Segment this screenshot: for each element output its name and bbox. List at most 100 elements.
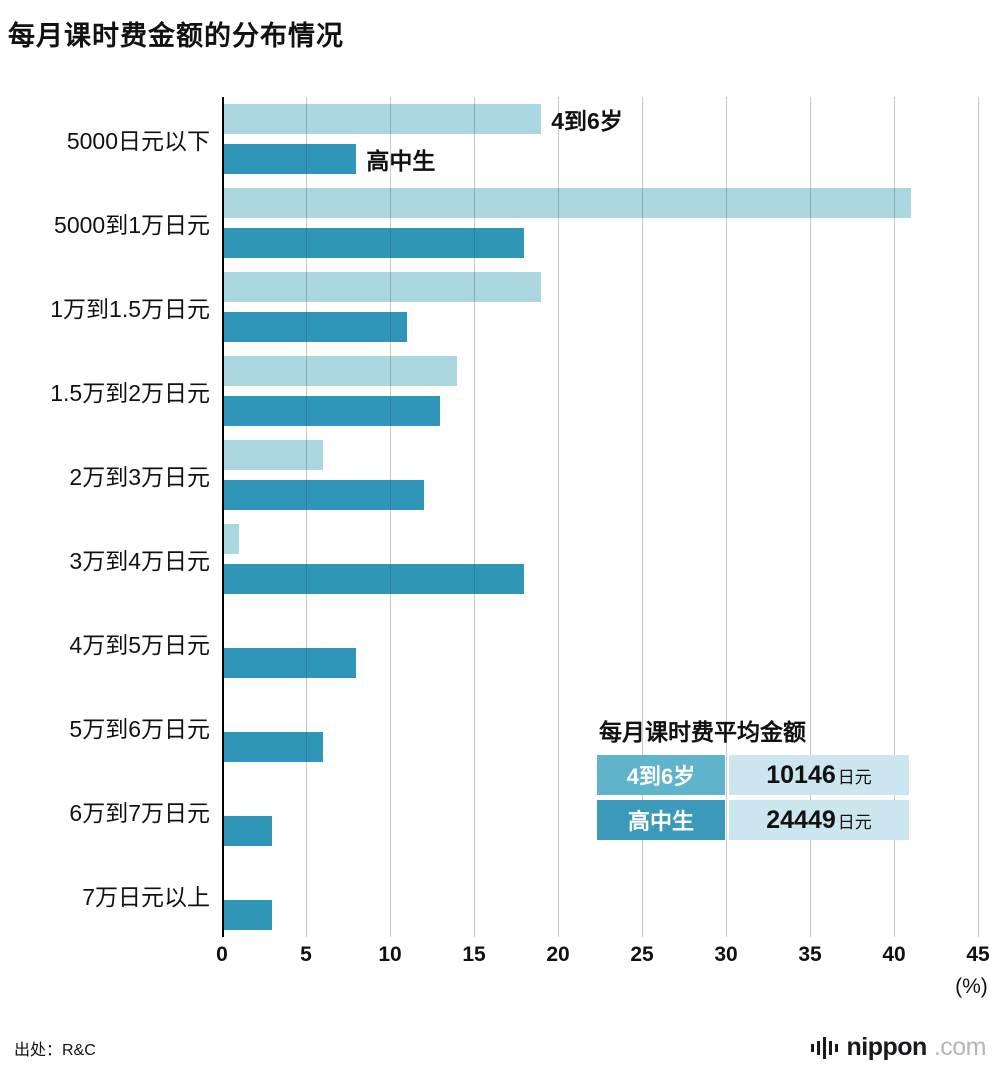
- category-labels: 5000日元以下 5000到1万日元 1万到1.5万日元 1.5万到2万日元 2万到3万…: [0, 97, 222, 937]
- avg-row-number: 10146: [766, 760, 836, 789]
- bar-track: [222, 860, 978, 890]
- category-label: 2万到3万日元: [69, 464, 210, 490]
- x-tick-label: 15: [462, 943, 486, 966]
- bar-group: [222, 265, 978, 349]
- average-fee-table: 每月课时费平均金额 4到6岁 10146 日元 高中生 24449 日元: [597, 713, 909, 845]
- bar-track: [222, 228, 978, 258]
- gridline: [558, 97, 559, 937]
- category-label: 5000日元以下: [66, 128, 210, 154]
- bar-series-1: [222, 396, 441, 426]
- bar-series-1: [222, 480, 424, 510]
- x-tick-label: 40: [882, 943, 906, 966]
- x-axis-spacer: [0, 943, 222, 1005]
- category-label: 5万到6万日元: [69, 716, 210, 742]
- bar-group: [222, 181, 978, 265]
- plot-area: 4到6岁 高中生 每月课时费平均金额 4到6岁 10146 日元 高中生 24449…: [222, 97, 979, 937]
- bar-track: [222, 272, 978, 302]
- category-label: 1万到1.5万日元: [50, 296, 210, 322]
- logo-name: nippon: [846, 1033, 928, 1061]
- bar-track: [222, 480, 978, 510]
- gridline: [390, 97, 391, 937]
- x-tick-label: 25: [630, 943, 654, 966]
- x-tick-label: 5: [300, 943, 312, 966]
- source-credit: 出处：R&C: [14, 1041, 96, 1059]
- soundwave-icon: [810, 1036, 838, 1059]
- x-tick-label: 35: [798, 943, 822, 966]
- x-tick-label: 10: [378, 943, 402, 966]
- bar-group: [222, 601, 978, 685]
- bar-track: [222, 732, 978, 762]
- gridline: [978, 97, 979, 937]
- series-label: 高中生: [366, 148, 436, 174]
- series-label: 4到6岁: [551, 108, 623, 134]
- x-axis-unit: (%): [955, 975, 988, 998]
- x-axis: (%) 0 5 10 15 20 25 30 35 40 45: [0, 943, 1000, 1005]
- bar-track: 高中生: [222, 144, 978, 174]
- gridline: [894, 97, 895, 937]
- bar-series-0: [222, 272, 542, 302]
- category-label: 7万日元以上: [82, 884, 210, 910]
- x-tick-label: 0: [216, 943, 228, 966]
- bar-track: 4到6岁: [222, 104, 978, 134]
- bar-group: [222, 517, 978, 601]
- bar-series-1: [222, 228, 525, 258]
- category-label: 4万到5万日元: [69, 632, 210, 658]
- bar-series-1: [222, 648, 357, 678]
- bar-series-0: [222, 440, 323, 470]
- gridline: [810, 97, 811, 937]
- bar-track: [222, 900, 978, 930]
- avg-row-value: 10146 日元: [729, 755, 909, 795]
- bar-series-1: [222, 900, 273, 930]
- bar-track: [222, 312, 978, 342]
- bar-track: [222, 524, 978, 554]
- category-label: 6万到7万日元: [69, 800, 210, 826]
- avg-row-label: 4到6岁: [597, 755, 725, 795]
- bar-track: [222, 648, 978, 678]
- avg-row-number: 24449: [766, 805, 836, 834]
- bar-group: [222, 685, 978, 769]
- footer: 出处：R&C nippon .com: [0, 1033, 1000, 1062]
- y-axis-line: [222, 97, 224, 937]
- bar-group: [222, 349, 978, 433]
- bar-series-0: [222, 356, 458, 386]
- avg-row-value: 24449 日元: [729, 800, 909, 840]
- category-label: 1.5万到2万日元: [50, 380, 210, 406]
- x-tick-label: 45: [966, 943, 990, 966]
- avg-row-label: 高中生: [597, 800, 725, 840]
- bar-series-0: [222, 524, 239, 554]
- bar-chart: 5000日元以下 5000到1万日元 1万到1.5万日元 1.5万到2万日元 2万到3万…: [0, 97, 1000, 937]
- bar-series-1: [222, 312, 407, 342]
- bar-series-1: [222, 816, 273, 846]
- bar-track: [222, 396, 978, 426]
- avg-row-unit: 日元: [837, 812, 872, 832]
- gridline: [642, 97, 643, 937]
- average-fee-title: 每月课时费平均金额: [599, 719, 806, 745]
- avg-row-unit: 日元: [837, 767, 872, 787]
- bar-group: [222, 853, 978, 937]
- bar-series-1: [222, 732, 323, 762]
- logo-suffix: .com: [933, 1033, 987, 1061]
- bar-group: [222, 769, 978, 853]
- bar-series-0: [222, 104, 542, 134]
- nippon-logo: nippon .com: [810, 1033, 987, 1062]
- gridline: [306, 97, 307, 937]
- bar-track: [222, 564, 978, 594]
- bar-track: [222, 356, 978, 386]
- bar-track: [222, 608, 978, 638]
- bar-track: [222, 816, 978, 846]
- bar-track: [222, 440, 978, 470]
- bar-series-1: [222, 144, 357, 174]
- x-tick-label: 30: [714, 943, 738, 966]
- category-label: 3万到4万日元: [69, 548, 210, 574]
- page-title: 每月课时费金额的分布情况: [8, 21, 344, 51]
- x-tick-label: 20: [546, 943, 570, 966]
- gridline: [474, 97, 475, 937]
- avg-row: 高中生 24449 日元: [597, 800, 909, 840]
- bar-series-0: [222, 188, 911, 218]
- bar-series-1: [222, 564, 525, 594]
- category-label: 5000到1万日元: [54, 212, 210, 238]
- gridline: [726, 97, 727, 937]
- bar-group: [222, 433, 978, 517]
- bar-group: 4到6岁高中生: [222, 97, 978, 181]
- x-axis-ticks: (%) 0 5 10 15 20 25 30 35 40 45: [216, 943, 990, 1005]
